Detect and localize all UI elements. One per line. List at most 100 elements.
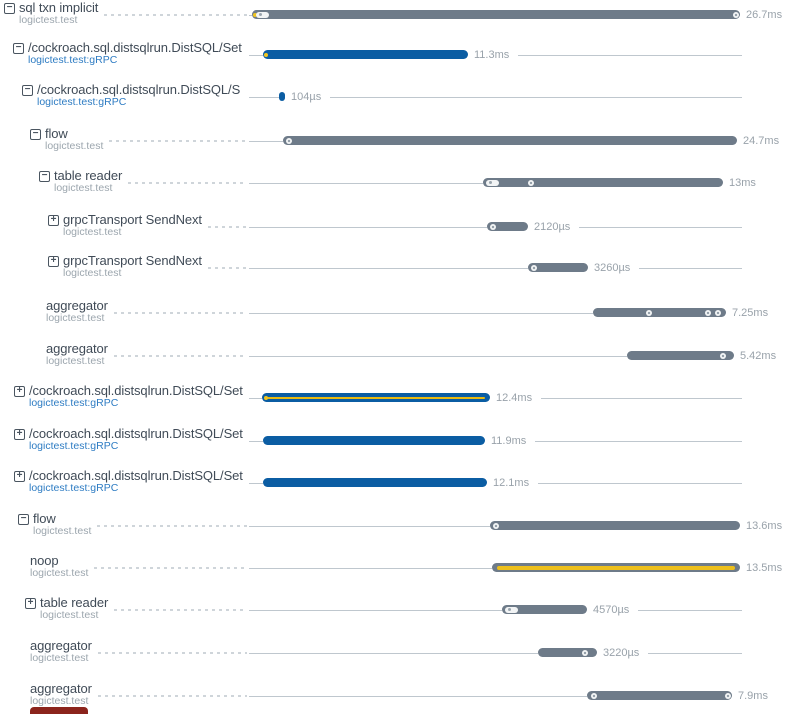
trace-span-row[interactable]: aggregator logictest.test 7.9ms	[0, 683, 786, 723]
collapse-icon[interactable]: −	[30, 129, 41, 140]
leader-dashes	[114, 609, 247, 611]
span-service: logictest.test:gRPC	[29, 440, 119, 452]
connector-line-trail	[639, 268, 742, 269]
collapse-icon[interactable]: −	[4, 3, 15, 14]
partial-red-bar[interactable]	[30, 707, 88, 714]
span-duration: 13ms	[729, 177, 756, 189]
span-bar[interactable]	[263, 436, 485, 445]
trace-span-row[interactable]: − /cockroach.sql.distsqlrun.DistSQL/Set …	[0, 42, 786, 82]
event-dot	[725, 692, 731, 699]
span-bar[interactable]	[587, 691, 732, 700]
span-bar[interactable]	[252, 10, 740, 19]
connector-line-trail	[541, 398, 742, 399]
span-bar[interactable]	[487, 222, 528, 231]
connector-line-lead	[249, 55, 263, 56]
trace-span-row[interactable]: + /cockroach.sql.distsqlrun.DistSQL/Set …	[0, 428, 786, 468]
span-service: logictest.test	[63, 267, 122, 279]
trace-span-row[interactable]: − flow logictest.test 13.6ms	[0, 513, 786, 553]
trace-span-row[interactable]: + grpcTransport SendNext logictest.test …	[0, 214, 786, 254]
span-bar[interactable]	[528, 263, 588, 272]
span-label: /cockroach.sql.distsqlrun.DistSQL/Set lo…	[29, 385, 250, 409]
connector-line-lead	[249, 483, 263, 484]
collapse-icon[interactable]: −	[39, 171, 50, 182]
connector-line-lead	[249, 398, 262, 399]
span-bar[interactable]	[263, 478, 487, 487]
span-bar[interactable]	[593, 308, 726, 317]
connector-line-lead	[249, 15, 252, 16]
trace-span-row[interactable]: + /cockroach.sql.distsqlrun.DistSQL/Set …	[0, 385, 786, 425]
span-service: logictest.test	[30, 695, 89, 707]
span-bar[interactable]	[490, 521, 740, 530]
collapse-icon[interactable]: −	[22, 85, 33, 96]
span-bar[interactable]	[538, 648, 597, 657]
leader-dashes	[114, 355, 247, 357]
span-label: aggregator logictest.test	[30, 640, 250, 664]
expand-icon[interactable]: +	[48, 256, 59, 267]
expand-icon[interactable]: +	[14, 386, 25, 397]
connector-line-trail	[330, 97, 742, 98]
trace-span-row[interactable]: + /cockroach.sql.distsqlrun.DistSQL/Set …	[0, 470, 786, 510]
trace-span-row[interactable]: − /cockroach.sql.distsqlrun.DistSQL/S lo…	[0, 84, 786, 124]
connector-line-lead	[249, 227, 487, 228]
span-name: table reader	[54, 170, 123, 183]
leader-dashes	[208, 226, 247, 228]
trace-span-row[interactable]: + grpcTransport SendNext logictest.test …	[0, 255, 786, 295]
span-label: aggregator logictest.test	[46, 300, 250, 324]
span-name: sql txn implicit	[19, 2, 99, 15]
event-dot	[720, 352, 726, 359]
trace-span-row[interactable]: aggregator logictest.test 7.25ms	[0, 300, 786, 340]
span-label: /cockroach.sql.distsqlrun.DistSQL/Set lo…	[29, 470, 250, 494]
span-label: /cockroach.sql.distsqlrun.DistSQL/S logi…	[37, 84, 250, 108]
span-name: noop	[30, 555, 59, 568]
connector-line-trail	[648, 653, 742, 654]
trace-span-row[interactable]: − table reader logictest.test 13ms	[0, 170, 786, 210]
span-name: aggregator	[46, 343, 108, 356]
span-service: logictest.test:gRPC	[37, 96, 127, 108]
collapse-icon[interactable]: −	[13, 43, 24, 54]
span-bar[interactable]	[263, 50, 468, 59]
connector-line-lead	[249, 268, 528, 269]
span-bar[interactable]	[502, 605, 587, 614]
trace-span-row[interactable]: aggregator logictest.test 3220µs	[0, 640, 786, 680]
leader-dashes	[94, 567, 247, 569]
connector-line-lead	[249, 653, 538, 654]
expand-icon[interactable]: +	[48, 215, 59, 226]
event-dot	[253, 12, 257, 17]
span-label: sql txn implicit logictest.test	[19, 2, 250, 26]
trace-span-row[interactable]: − sql txn implicit logictest.test 26.7ms	[0, 2, 786, 42]
span-name: aggregator	[46, 300, 108, 313]
event-dot	[286, 137, 292, 144]
span-service: logictest.test	[40, 609, 99, 621]
span-bar[interactable]	[492, 563, 740, 572]
span-bar[interactable]	[279, 92, 285, 101]
connector-line-lead	[249, 97, 279, 98]
span-duration: 13.5ms	[746, 562, 783, 574]
span-service: logictest.test:gRPC	[28, 54, 118, 66]
span-label: flow logictest.test	[45, 128, 250, 152]
trace-span-row[interactable]: aggregator logictest.test 5.42ms	[0, 343, 786, 383]
leader-dashes	[98, 695, 247, 697]
trace-span-row[interactable]: − flow logictest.test 24.7ms	[0, 128, 786, 168]
span-bar[interactable]	[262, 393, 490, 402]
span-name: /cockroach.sql.distsqlrun.DistSQL/Set	[28, 42, 242, 55]
expand-icon[interactable]: +	[14, 471, 25, 482]
trace-span-row[interactable]: + table reader logictest.test 4570µs	[0, 597, 786, 637]
span-label: /cockroach.sql.distsqlrun.DistSQL/Set lo…	[28, 42, 250, 66]
trace-span-row[interactable]: noop logictest.test 13.5ms	[0, 555, 786, 595]
collapse-icon[interactable]: −	[18, 514, 29, 525]
leader-dashes	[128, 182, 247, 184]
span-name: grpcTransport SendNext	[63, 214, 202, 227]
span-name: /cockroach.sql.distsqlrun.DistSQL/S	[37, 84, 241, 97]
span-bar[interactable]	[627, 351, 734, 360]
span-service: logictest.test	[19, 14, 78, 26]
span-bar[interactable]	[483, 178, 723, 187]
expand-icon[interactable]: +	[14, 429, 25, 440]
event-dot	[264, 52, 268, 57]
span-bar[interactable]	[283, 136, 737, 145]
span-name: grpcTransport SendNext	[63, 255, 202, 268]
leader-dashes	[98, 652, 247, 654]
span-label: aggregator logictest.test	[30, 683, 250, 707]
span-label: grpcTransport SendNext logictest.test	[63, 255, 250, 279]
expand-icon[interactable]: +	[25, 598, 36, 609]
